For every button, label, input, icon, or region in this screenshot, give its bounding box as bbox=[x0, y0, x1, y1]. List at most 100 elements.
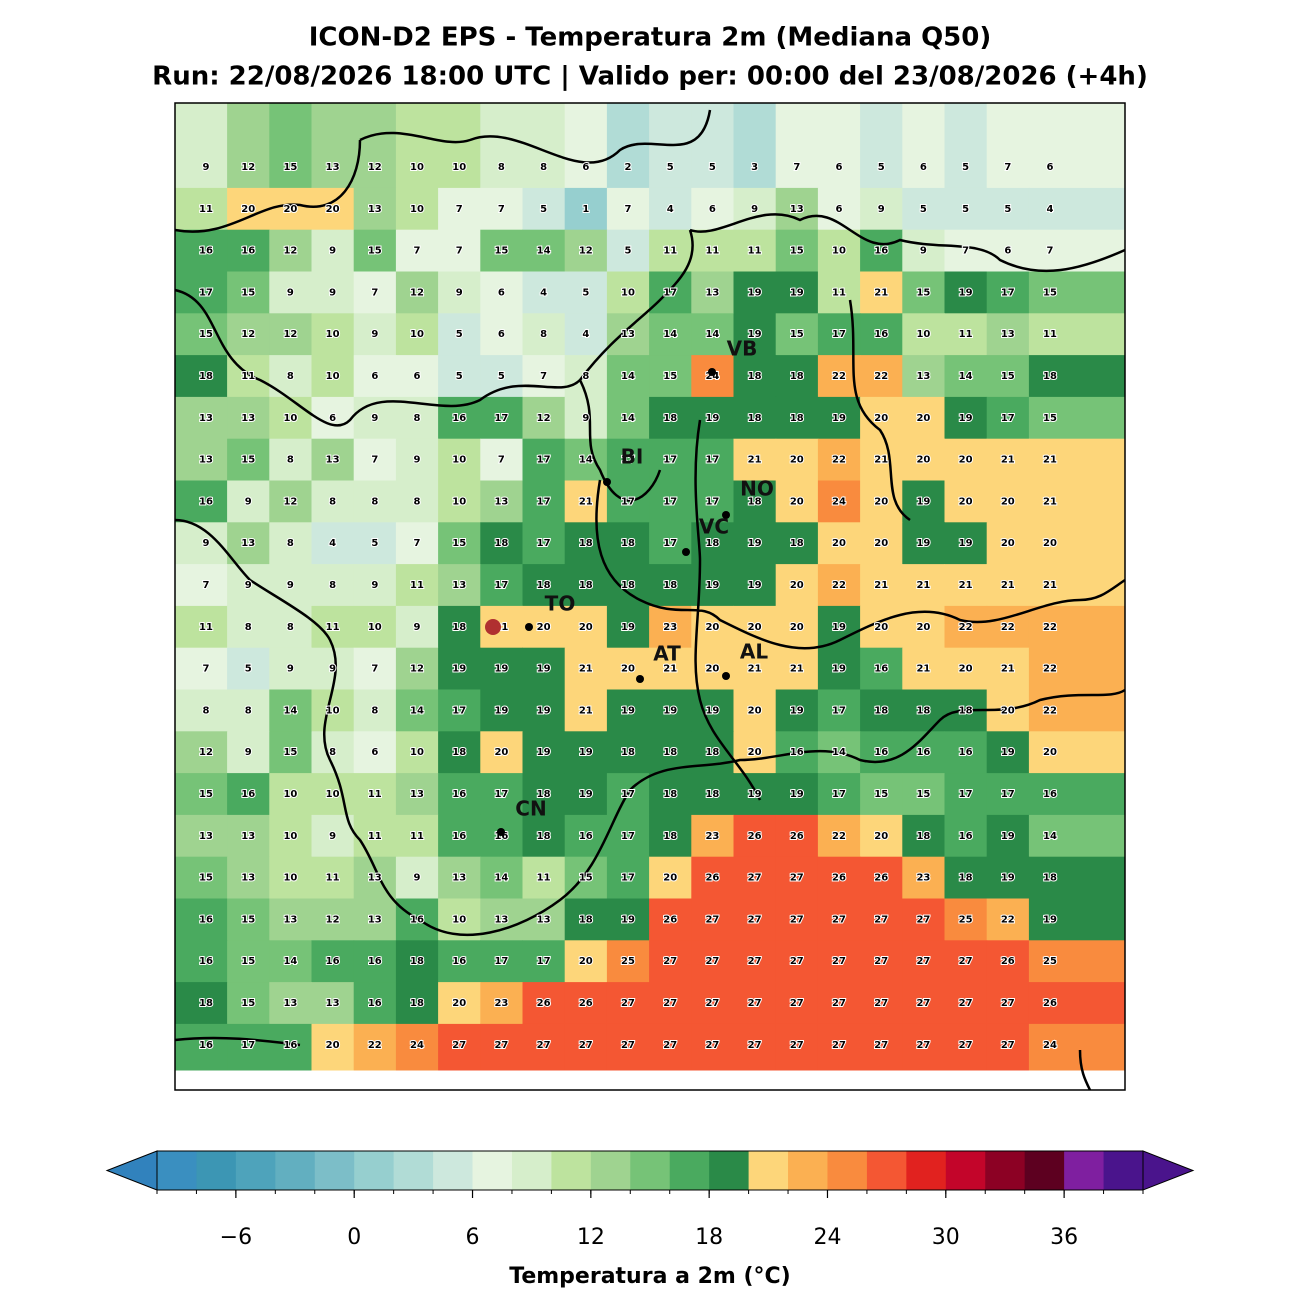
value-label: 17 bbox=[621, 496, 635, 507]
value-label: 20 bbox=[959, 496, 973, 507]
value-label: 7 bbox=[203, 664, 210, 675]
value-label: 21 bbox=[579, 664, 593, 675]
value-label: 27 bbox=[748, 873, 762, 884]
colorbar-box bbox=[1064, 1151, 1105, 1190]
value-label: 6 bbox=[836, 204, 843, 215]
colorbar-tick-label: 0 bbox=[347, 1225, 361, 1250]
temperature-cell bbox=[1028, 731, 1126, 774]
temperature-cell bbox=[986, 438, 1030, 481]
value-label: 19 bbox=[748, 538, 762, 549]
value-label: 13 bbox=[283, 914, 297, 925]
value-label: 16 bbox=[368, 956, 382, 967]
temperature-cell bbox=[733, 898, 777, 941]
value-label: 6 bbox=[1004, 246, 1011, 257]
value-label: 9 bbox=[878, 204, 885, 215]
temperature-cell bbox=[353, 605, 397, 649]
temperature-cell bbox=[986, 522, 1030, 565]
temperature-cell bbox=[817, 898, 861, 941]
temperature-cell bbox=[944, 564, 988, 607]
city-dot bbox=[722, 672, 730, 680]
colorbar-tick-label: −6 bbox=[220, 1225, 252, 1250]
value-label: 15 bbox=[199, 873, 213, 884]
temperature-cell bbox=[649, 1023, 692, 1071]
value-label: 20 bbox=[1043, 538, 1057, 549]
temperature-cell bbox=[902, 229, 945, 272]
temperature-cell bbox=[522, 480, 566, 523]
value-label: 19 bbox=[959, 287, 973, 298]
value-label: 16 bbox=[916, 747, 930, 758]
value-label: 13 bbox=[1001, 329, 1015, 340]
temperature-cell bbox=[269, 522, 312, 565]
temperature-cell bbox=[817, 856, 861, 899]
temperature-cell bbox=[691, 313, 734, 356]
colorbar-frame bbox=[156, 1150, 1144, 1191]
value-label: 9 bbox=[245, 747, 252, 758]
value-label: 13 bbox=[368, 914, 382, 925]
temperature-cell bbox=[775, 396, 819, 440]
temperature-cell bbox=[606, 898, 650, 941]
value-label: 16 bbox=[790, 747, 804, 758]
temperature-cell bbox=[438, 940, 481, 983]
value-label: 17 bbox=[494, 413, 508, 424]
temperature-cell bbox=[395, 271, 439, 314]
temperature-cell bbox=[564, 271, 608, 314]
temperature-cell bbox=[438, 229, 481, 272]
value-label: 5 bbox=[498, 371, 505, 382]
temperature-cell bbox=[522, 522, 566, 565]
temperature-cell bbox=[775, 480, 819, 523]
temperature-cell bbox=[986, 898, 1030, 941]
colorbar-tick-label: 24 bbox=[813, 1225, 841, 1250]
value-label: 20 bbox=[537, 622, 551, 633]
temperature-cell bbox=[564, 355, 608, 398]
colorbar-box bbox=[630, 1151, 671, 1190]
temperature-cell bbox=[395, 103, 439, 189]
value-label: 18 bbox=[199, 371, 213, 382]
temperature-cell bbox=[395, 773, 439, 816]
value-label: 19 bbox=[916, 538, 930, 549]
value-label: 19 bbox=[1043, 914, 1057, 925]
value-label: 13 bbox=[790, 204, 804, 215]
value-label: 21 bbox=[748, 664, 762, 675]
value-label: 21 bbox=[916, 664, 930, 675]
temperature-cell bbox=[986, 982, 1030, 1025]
value-label: 20 bbox=[283, 204, 297, 215]
value-label: 18 bbox=[663, 580, 677, 591]
temperature-cell bbox=[944, 898, 988, 941]
value-label: 12 bbox=[410, 664, 424, 675]
value-label: 18 bbox=[790, 413, 804, 424]
value-label: 27 bbox=[832, 956, 846, 967]
value-label: 7 bbox=[414, 246, 421, 257]
value-label: 15 bbox=[874, 789, 888, 800]
temperature-cell bbox=[353, 647, 397, 690]
temperature-cell bbox=[1028, 271, 1126, 314]
temperature-cell bbox=[480, 689, 523, 732]
value-label: 5 bbox=[540, 204, 547, 215]
temperature-cell bbox=[944, 814, 988, 858]
value-label: 8 bbox=[287, 455, 294, 466]
value-label: 17 bbox=[537, 956, 551, 967]
temperature-cell bbox=[480, 396, 523, 440]
temperature-cell bbox=[691, 438, 734, 481]
temperature-cell bbox=[902, 271, 945, 314]
value-label: 17 bbox=[621, 455, 635, 466]
value-label: 23 bbox=[916, 873, 930, 884]
temperature-cell bbox=[691, 187, 734, 231]
value-label: 11 bbox=[326, 873, 340, 884]
value-label: 23 bbox=[663, 622, 677, 633]
value-label: 20 bbox=[1001, 538, 1015, 549]
temperature-cell bbox=[817, 396, 861, 440]
colorbar-box bbox=[945, 1151, 986, 1190]
value-label: 27 bbox=[790, 998, 804, 1009]
value-label: 20 bbox=[705, 622, 719, 633]
temperature-cell bbox=[564, 480, 608, 523]
value-label: 22 bbox=[832, 580, 846, 591]
value-label: 7 bbox=[540, 371, 547, 382]
temperature-cell bbox=[269, 689, 312, 732]
value-label: 18 bbox=[579, 914, 593, 925]
value-label: 19 bbox=[705, 705, 719, 716]
value-label: 27 bbox=[790, 873, 804, 884]
value-label: 17 bbox=[1001, 789, 1015, 800]
value-label: 5 bbox=[625, 246, 632, 257]
temperature-cell bbox=[775, 1023, 819, 1071]
